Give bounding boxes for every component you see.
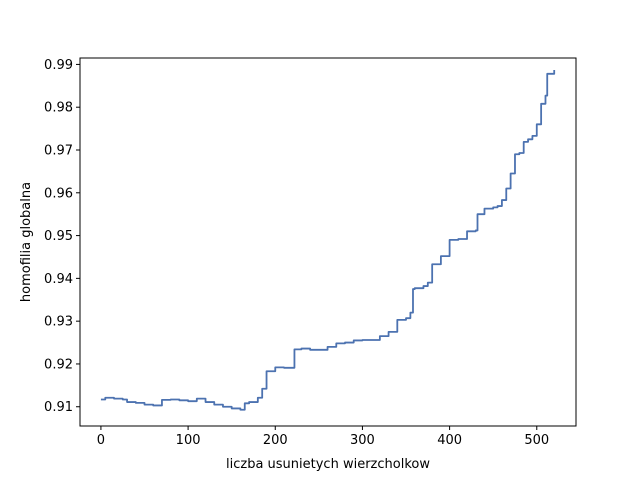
- y-tick-label: 0.94: [44, 272, 73, 287]
- y-axis-title: homofilia globalna: [19, 182, 34, 302]
- y-tick-label: 0.95: [44, 229, 73, 244]
- x-tick-label: 400: [437, 433, 462, 448]
- series-line-group: [100, 69, 556, 411]
- y-tick-label: 0.92: [44, 357, 73, 372]
- x-tick-label: 100: [176, 433, 201, 448]
- y-tick-label: 0.97: [44, 144, 73, 159]
- y-axis: 0.91 0.92 0.93 0.94 0.95 0.96 0.97 0.98 0.99: [44, 58, 80, 415]
- y-tick-label: 0.96: [44, 186, 73, 201]
- x-tick-label: 300: [350, 433, 375, 448]
- y-tick-label: 0.91: [44, 400, 73, 415]
- x-axis-title: liczba usunietych wierzcholkow: [226, 457, 430, 472]
- x-tick-label: 500: [524, 433, 549, 448]
- y-tick-label: 0.99: [44, 58, 73, 73]
- series-line: [100, 69, 556, 411]
- x-tick-label: 0: [97, 433, 105, 448]
- x-axis: 0 100 200 300 400 500: [97, 426, 549, 448]
- y-tick-label: 0.98: [44, 101, 73, 116]
- x-tick-label: 200: [263, 433, 288, 448]
- y-tick-label: 0.93: [44, 315, 73, 330]
- plot-area-frame: [79, 57, 577, 427]
